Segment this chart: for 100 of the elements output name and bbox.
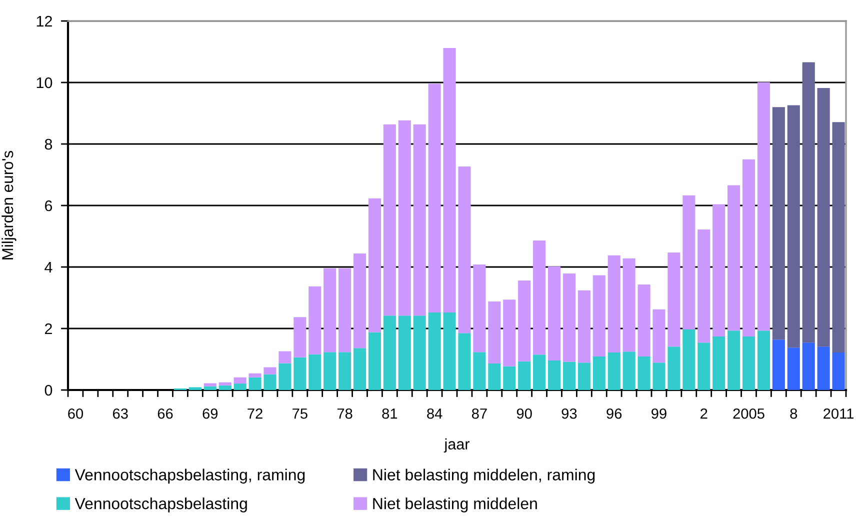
bar xyxy=(772,107,785,340)
bar xyxy=(188,387,202,390)
bar xyxy=(353,253,366,348)
bar xyxy=(742,159,756,336)
bar xyxy=(608,352,620,390)
bar xyxy=(278,363,292,390)
bar xyxy=(428,84,441,313)
legend-label: Niet belasting middelen, raming xyxy=(373,468,595,484)
bar xyxy=(308,286,322,354)
bar xyxy=(518,361,531,390)
y-tick-label: 8 xyxy=(44,138,52,150)
x-tick-label: 84 xyxy=(427,408,442,419)
x-tick-label: 87 xyxy=(472,408,487,419)
legend-label: Vennootschapsbelasting xyxy=(74,498,247,512)
bar xyxy=(817,88,830,347)
bar xyxy=(248,373,262,378)
bar xyxy=(698,342,710,390)
bar xyxy=(668,346,680,390)
bar xyxy=(592,275,606,356)
bar xyxy=(488,301,501,364)
bar xyxy=(398,316,411,390)
bar xyxy=(338,352,352,390)
bar xyxy=(234,384,246,390)
bar xyxy=(413,316,426,390)
bar xyxy=(787,348,800,390)
x-tick-label: 78 xyxy=(337,408,352,419)
bar xyxy=(308,354,322,390)
bar xyxy=(652,362,666,390)
bar xyxy=(398,120,411,316)
bar xyxy=(638,284,650,356)
y-tick-label: 6 xyxy=(45,200,52,212)
bar xyxy=(278,351,292,364)
bar xyxy=(264,374,276,390)
x-tick-label: 60 xyxy=(68,408,84,419)
bar xyxy=(622,258,636,352)
bar xyxy=(578,290,590,363)
x-axis-title: jaar xyxy=(444,438,470,453)
bar xyxy=(353,348,366,390)
bar xyxy=(294,357,306,390)
x-tick-label: 2005 xyxy=(733,408,764,419)
x-tick-label: 2 xyxy=(700,408,708,419)
x-tick-label: 81 xyxy=(382,408,398,419)
x-tick-label: 99 xyxy=(652,408,666,419)
bar xyxy=(578,362,590,390)
bar xyxy=(218,382,232,386)
bar xyxy=(443,312,456,390)
bar xyxy=(248,377,262,390)
x-tick-label: 2011 xyxy=(824,408,854,419)
bar xyxy=(592,356,606,390)
bar xyxy=(712,336,726,390)
bar xyxy=(757,82,770,331)
x-tick-label: 96 xyxy=(606,408,622,419)
bar xyxy=(652,309,666,363)
bar xyxy=(548,266,561,360)
bar xyxy=(772,340,785,390)
x-tick-label: 93 xyxy=(562,408,577,419)
legend-label: Vennootschapsbelasting, raming xyxy=(74,468,305,484)
bar xyxy=(443,48,456,313)
bar xyxy=(234,377,246,384)
x-tick-label: 90 xyxy=(516,408,532,419)
bar xyxy=(488,364,501,390)
bar xyxy=(518,280,531,362)
x-tick-label: 75 xyxy=(292,408,308,419)
x-tick-label: 8 xyxy=(790,408,798,419)
x-tick-label: 66 xyxy=(158,408,173,419)
bar xyxy=(458,333,471,390)
bar xyxy=(742,336,756,390)
y-tick-label: 0 xyxy=(44,384,52,396)
y-tick-label: 10 xyxy=(36,77,52,88)
bar xyxy=(473,264,486,352)
bar xyxy=(204,383,216,386)
bar xyxy=(562,273,576,362)
bar xyxy=(832,352,845,390)
bar xyxy=(622,352,636,390)
bar xyxy=(787,105,800,348)
bar xyxy=(638,356,650,390)
bar xyxy=(458,166,471,334)
bar xyxy=(324,352,336,390)
bar xyxy=(324,268,336,352)
bar xyxy=(473,352,486,390)
bar xyxy=(533,354,546,390)
bar xyxy=(802,342,815,390)
bar xyxy=(218,385,232,390)
x-tick-label: 69 xyxy=(202,408,218,419)
bar xyxy=(533,240,546,355)
bar xyxy=(682,195,696,330)
bar xyxy=(428,312,441,390)
bar xyxy=(413,124,426,316)
bar xyxy=(368,198,381,332)
x-tick-label: 63 xyxy=(112,408,128,419)
bar xyxy=(608,255,620,352)
bar xyxy=(548,360,561,390)
bar xyxy=(503,366,516,390)
bar xyxy=(728,330,740,390)
bar xyxy=(817,346,830,390)
y-tick-label: 12 xyxy=(36,16,52,27)
x-tick-label: 72 xyxy=(248,408,262,419)
bar xyxy=(294,317,306,358)
bar xyxy=(368,332,381,390)
bar xyxy=(802,62,815,343)
